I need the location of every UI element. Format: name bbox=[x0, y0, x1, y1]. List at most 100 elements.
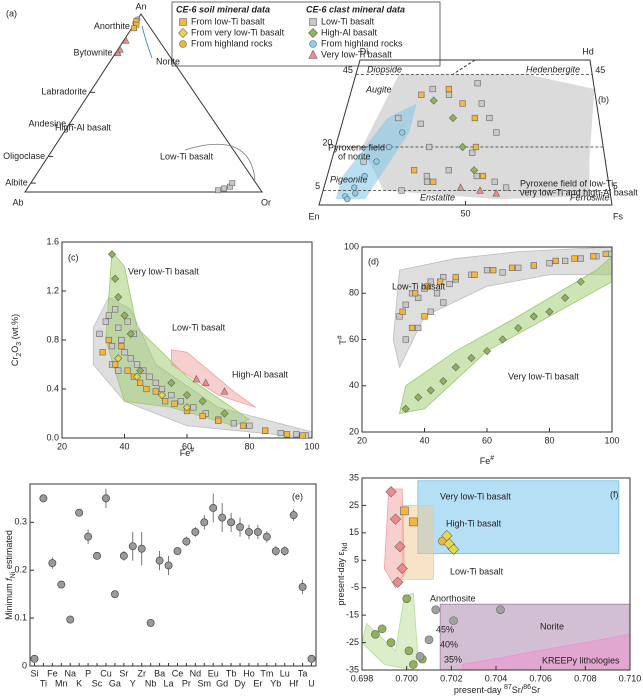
point bbox=[162, 398, 169, 405]
point bbox=[421, 313, 428, 320]
point bbox=[126, 329, 135, 338]
panel-label: (c) bbox=[68, 252, 79, 262]
label-part: 3 bbox=[16, 342, 23, 346]
y-tick-label: -15 bbox=[346, 610, 359, 620]
point bbox=[423, 178, 431, 185]
point bbox=[483, 267, 491, 274]
x-tick-label: Sc bbox=[92, 678, 103, 688]
annotation: Very low-Ti basalt bbox=[508, 371, 579, 381]
field bbox=[361, 592, 419, 671]
point bbox=[182, 391, 192, 400]
label-part: Sr/ bbox=[512, 685, 524, 695]
x-tick-label: 100 bbox=[304, 441, 319, 451]
point bbox=[115, 367, 122, 374]
legend-marker bbox=[309, 18, 317, 26]
point bbox=[289, 511, 298, 520]
point bbox=[277, 429, 284, 437]
x-tick-label: Y bbox=[130, 678, 136, 688]
x-tick-label: K bbox=[76, 678, 82, 688]
y-tick-label: 1.2 bbox=[46, 285, 59, 295]
point bbox=[410, 167, 418, 174]
point bbox=[307, 654, 316, 663]
point bbox=[229, 180, 236, 186]
point bbox=[478, 100, 485, 107]
legend-label: From low-Ti basalt bbox=[191, 16, 265, 26]
point bbox=[439, 377, 448, 386]
point bbox=[577, 255, 584, 262]
corner-label: En bbox=[308, 211, 319, 221]
field bbox=[105, 250, 251, 427]
point bbox=[220, 409, 229, 418]
point bbox=[361, 172, 368, 180]
field-label: Ferrosilite bbox=[570, 192, 610, 202]
y-tick-label: 25 bbox=[349, 500, 359, 510]
panel-label: (e) bbox=[292, 491, 303, 501]
x-tick-label: P bbox=[85, 668, 91, 678]
point bbox=[111, 274, 120, 283]
point bbox=[220, 387, 229, 395]
point bbox=[283, 431, 291, 438]
x-tick-label: Eu bbox=[208, 668, 219, 678]
point bbox=[445, 91, 453, 98]
point bbox=[490, 267, 497, 274]
legend-title: CE-6 soil mineral data bbox=[176, 4, 270, 14]
x-axis-label: present-day 87Sr/86Sr bbox=[454, 684, 540, 695]
x-tick-label: 0.710 bbox=[619, 673, 642, 683]
point bbox=[124, 318, 131, 325]
x-tick-label: 0.702 bbox=[440, 673, 463, 683]
point bbox=[75, 508, 84, 517]
y-tick-label: 0 bbox=[22, 660, 27, 670]
y-tick-label: 0.2 bbox=[14, 565, 27, 575]
point bbox=[84, 532, 93, 541]
field bbox=[392, 246, 613, 369]
plot-frame bbox=[29, 483, 317, 667]
point bbox=[262, 427, 269, 434]
point bbox=[545, 307, 554, 316]
point bbox=[30, 654, 39, 663]
point bbox=[48, 559, 57, 567]
point bbox=[132, 372, 142, 381]
x-axis-label: Fe# bbox=[180, 447, 195, 458]
point bbox=[271, 547, 280, 556]
x-tick-label: La bbox=[164, 678, 174, 688]
point bbox=[112, 306, 119, 313]
point bbox=[394, 540, 406, 553]
label-part: 87 bbox=[504, 684, 512, 691]
point bbox=[561, 293, 570, 302]
point bbox=[143, 385, 150, 393]
point bbox=[199, 412, 206, 420]
point bbox=[240, 422, 247, 429]
point bbox=[458, 142, 467, 152]
x-tick-label: 0.698 bbox=[351, 673, 374, 683]
x-tick-label: Sr bbox=[119, 668, 128, 678]
label-part: estimated bbox=[4, 530, 14, 572]
x-tick-label: Tm bbox=[260, 668, 273, 678]
y-tick-label: 0.1 bbox=[14, 612, 27, 622]
point bbox=[402, 301, 409, 308]
point bbox=[119, 551, 128, 560]
point bbox=[131, 25, 137, 32]
point bbox=[426, 143, 433, 151]
tick-label: 45 bbox=[595, 65, 605, 75]
vertex-label: An bbox=[135, 1, 146, 11]
point bbox=[245, 527, 253, 536]
point bbox=[499, 269, 506, 276]
x-tick-label: Mn bbox=[55, 678, 68, 688]
point bbox=[576, 277, 585, 286]
point bbox=[437, 278, 444, 285]
x-tick-label: Na bbox=[64, 668, 76, 678]
y-tick-label: -5 bbox=[351, 582, 359, 592]
annotation: 35% bbox=[444, 654, 462, 664]
point bbox=[351, 184, 358, 191]
annotation: High-Al basalt bbox=[232, 369, 289, 379]
point bbox=[492, 189, 501, 197]
scale-label: Anorthite bbox=[94, 21, 130, 31]
point bbox=[452, 273, 459, 281]
point bbox=[496, 605, 505, 614]
point bbox=[171, 400, 178, 407]
y-tick-label: 5 bbox=[354, 555, 359, 565]
tick-label: 50 bbox=[460, 208, 470, 218]
x-tick-label: Ba bbox=[154, 668, 165, 678]
point bbox=[404, 646, 414, 656]
point bbox=[218, 513, 227, 522]
